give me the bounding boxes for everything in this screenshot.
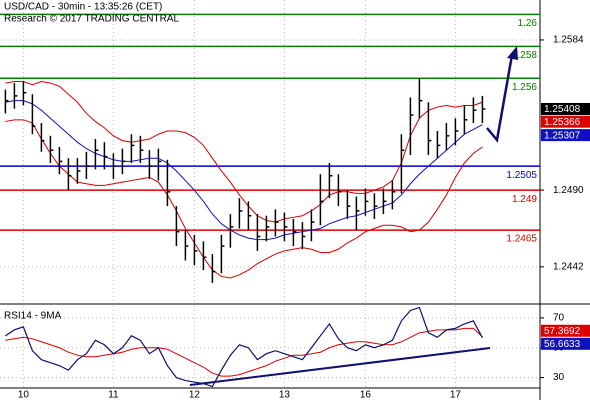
price-marker-label: 1.25408 [544, 104, 581, 115]
price-marker-label: 57.3692 [544, 326, 581, 337]
level-label: 1.249 [512, 194, 537, 205]
chart-subtitle: Research © 2017 TRADING CENTRAL [4, 14, 179, 25]
price-marker [541, 102, 590, 115]
price-marker [541, 324, 590, 337]
rsi-line [5, 306, 483, 388]
y-tick-label: 30 [553, 372, 565, 383]
level-label: 1.26 [518, 18, 538, 29]
x-tick-label: 17 [450, 390, 462, 400]
x-tick-label: 10 [18, 390, 30, 400]
x-tick-label: 12 [189, 390, 201, 400]
level-label: 1.2505 [506, 170, 537, 181]
price-marker-label: 1.25366 [544, 117, 581, 128]
projection-arrow [486, 54, 514, 143]
chart-title: USD/CAD - 30min - 13:35:26 (CET) [4, 2, 162, 13]
price-marker [541, 129, 590, 142]
y-tick-label: 1.2490 [553, 185, 584, 196]
rsi-trendline [189, 347, 491, 386]
price-marker [541, 337, 590, 350]
price-marker [541, 115, 590, 128]
rsi-ma-line [5, 327, 483, 377]
level-label: 1.256 [512, 82, 537, 93]
x-tick-label: 13 [279, 390, 291, 400]
price-marker-label: 1.25307 [544, 130, 581, 141]
y-tick-label: 1.2584 [553, 35, 584, 46]
price-marker-label: 56.6633 [544, 339, 581, 350]
x-tick-label: 11 [108, 390, 119, 400]
bollinger-band [5, 119, 483, 279]
arrow-head [507, 46, 518, 60]
level-label: 1.258 [512, 50, 537, 61]
rsi-title: RSI14 - 9MA [4, 311, 62, 322]
bollinger-band [5, 100, 483, 241]
level-label: 1.2465 [506, 234, 537, 245]
x-tick-label: 16 [360, 390, 372, 400]
y-tick-label: 1.2442 [553, 261, 584, 272]
y-tick-label: 70 [553, 313, 565, 324]
bollinger-band [5, 80, 483, 223]
